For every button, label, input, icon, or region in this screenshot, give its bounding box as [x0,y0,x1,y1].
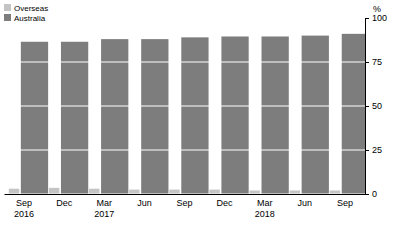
y-axis-title: % [373,4,381,14]
y-tick: 0 [365,189,377,199]
bar [302,36,329,194]
x-tick-label-line: 2017 [94,209,114,219]
x-tick: Sep [176,194,192,208]
x-tick-label: Mar2018 [255,198,275,218]
x-tick-label: Mar2017 [94,198,114,218]
x-axis: Sep2016DecMar2017JunSepDecMar2018JunSep [5,194,366,219]
bar [290,190,300,194]
legend-item: Overseas [4,4,48,13]
y-axis: 0 25 50 75 100 [365,13,387,199]
grid-line [4,18,365,19]
x-tick-label: Jun [137,198,152,208]
bar [342,34,365,194]
bar [129,190,139,194]
x-tick: Sep [337,194,353,208]
y-tick: 50 [365,101,382,111]
grid-line [4,106,365,107]
x-tick-label: Jun [298,198,313,208]
x-tick: Mar2018 [255,194,275,219]
bar [262,36,289,194]
x-tick-label-line: Sep [176,198,192,208]
x-tick-label-line: Sep [337,198,353,208]
series-1 [21,34,365,194]
grid [4,18,365,194]
y-tick: 100 [365,13,387,23]
x-tick-label: Sep [337,198,353,208]
legend-swatch [4,14,11,21]
y-tick-label: 25 [372,145,382,155]
y-tick-label: 100 [372,13,387,23]
bar [9,189,19,194]
legend-swatch [4,4,11,11]
x-tick: Jun [137,194,152,208]
y-tick-mark [365,150,369,151]
bar [249,190,259,194]
series-0 [9,188,340,194]
y-tick-mark [365,62,369,63]
bar [89,189,99,194]
y-tick-label: 0 [372,189,377,199]
bar [169,190,179,194]
legend-item: Australia [4,14,46,23]
y-tick-label: 75 [372,57,382,67]
grid-line [4,62,365,63]
y-tick-mark [365,106,369,107]
x-tick-label-line: Mar [257,198,273,208]
bar [209,190,219,194]
x-tick-label: Dec [217,198,234,208]
x-tick-label-line: Jun [137,198,152,208]
legend-label: Overseas [14,4,48,13]
x-tick: Jun [298,194,313,208]
y-axis-line [366,19,370,195]
x-tick-label-line: Jun [298,198,313,208]
x-tick-label-line: Dec [56,198,73,208]
x-tick-label-line: 2018 [255,209,275,219]
y-tick-mark [365,194,369,195]
x-tick-label-line: Sep [16,198,32,208]
bar [181,37,208,194]
x-tick: Dec [56,194,73,208]
y-tick-label: 50 [372,101,382,111]
bar [330,190,340,194]
chart: 0255075100%Sep2016DecMar2017JunSepDecMar… [0,0,397,227]
bar [61,42,88,194]
x-tick-label-line: Dec [217,198,234,208]
x-tick-label: Sep2016 [14,198,34,218]
y-tick: 25 [365,145,382,155]
y-tick-mark [365,18,369,19]
x-tick-label-line: 2016 [14,209,34,219]
grid-line [4,150,365,151]
x-tick: Mar2017 [94,194,114,219]
x-axis-line [5,194,366,195]
grid-line [4,194,365,195]
x-tick-label: Dec [56,198,73,208]
legend-label: Australia [14,14,46,23]
x-tick: Dec [217,194,234,208]
bar [221,36,248,194]
bar [21,42,48,194]
bar [49,188,59,194]
x-tick-label: Sep [176,198,192,208]
legend: OverseasAustralia [4,4,48,23]
y-tick: 75 [365,57,382,67]
x-tick: Sep2016 [14,194,34,219]
plot-area [9,34,365,194]
x-tick-label-line: Mar [97,198,113,208]
